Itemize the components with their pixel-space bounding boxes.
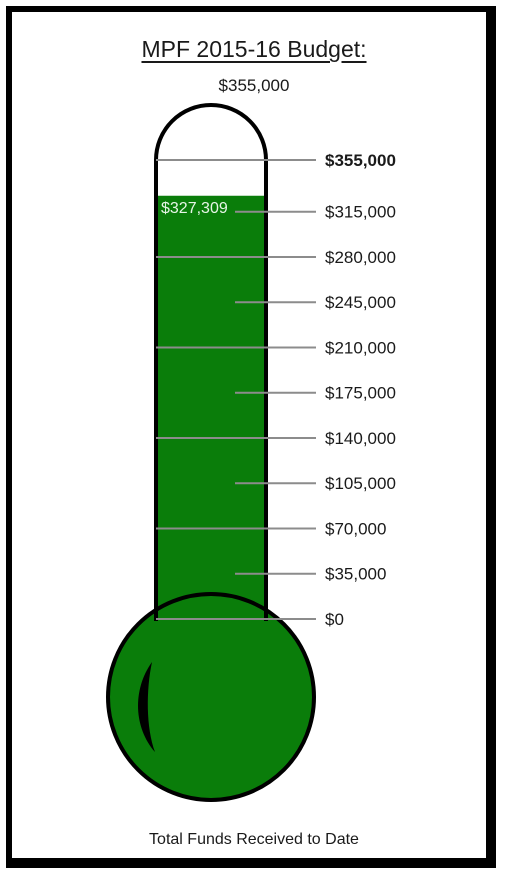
goal-label: $355,000 (218, 76, 290, 95)
chart-footer: Total Funds Received to Date (149, 831, 359, 848)
raised-amount-label: $327,309 (161, 200, 228, 217)
tick-label: $280,000 (325, 248, 396, 267)
tube-outline (154, 103, 268, 621)
tick-label: $70,000 (325, 519, 386, 538)
tube-fill (156, 195, 266, 650)
tick-label: $210,000 (325, 338, 396, 357)
tick-label: $105,000 (325, 474, 396, 493)
tick-label: $175,000 (325, 384, 396, 403)
tick-label: $245,000 (325, 293, 396, 312)
tick-label: $140,000 (325, 429, 396, 448)
tick-group: $355,000 $315,000 $280,000 $245,000 $210,000… (156, 151, 396, 629)
chart-title: MPF 2015-16 Budget: (141, 36, 367, 62)
tick-label: $35,000 (325, 565, 386, 584)
tick-label: $315,000 (325, 203, 396, 222)
tick-label: $355,000 (325, 151, 396, 170)
tick-label: $0 (325, 610, 344, 629)
bulb-highlight (138, 662, 155, 752)
thermometer-bulb (106, 592, 316, 802)
